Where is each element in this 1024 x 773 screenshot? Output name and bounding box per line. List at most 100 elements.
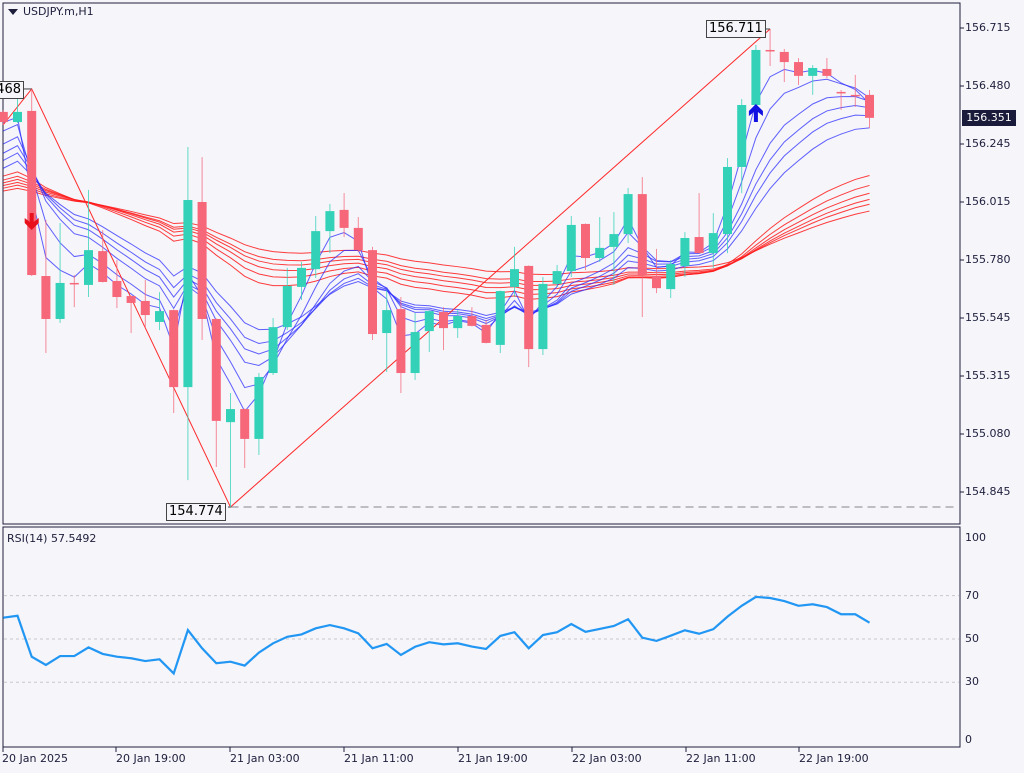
time-label: 20 Jan 2025	[2, 752, 68, 765]
bullish-candle-body	[623, 194, 633, 235]
bullish-candle-body	[155, 311, 164, 322]
zigzag-label-high: 156.711	[706, 20, 766, 38]
bearish-candle-body	[368, 250, 377, 335]
price-tick: 156.480	[965, 79, 1011, 92]
time-label: 20 Jan 19:00	[116, 752, 186, 765]
dropdown-triangle-icon	[8, 8, 18, 15]
ema-slow-line	[3, 184, 870, 283]
bullish-candle-body	[254, 376, 264, 439]
bullish-candle-body	[566, 224, 576, 272]
ema-fast-line	[3, 96, 870, 367]
bearish-candle-body	[126, 296, 136, 303]
bullish-candle-body	[751, 49, 761, 106]
bearish-candle-body	[197, 201, 207, 319]
main-pane-frame	[2, 2, 961, 525]
bearish-candle-body	[694, 237, 704, 254]
bearish-candle-body	[0, 111, 8, 123]
bullish-candle-body	[595, 247, 605, 259]
zigzag-label-left-high: 156.468	[0, 81, 24, 99]
bearish-candle-body	[240, 409, 250, 439]
bullish-candle-body	[737, 105, 747, 167]
bullish-candle-body	[382, 310, 392, 334]
bearish-candle-body	[794, 62, 803, 76]
bullish-candle-body	[311, 231, 321, 270]
bullish-candle-body	[723, 166, 732, 235]
ema-fast-line	[3, 105, 870, 355]
bullish-candle-body	[538, 283, 548, 350]
time-label: 22 Jan 03:00	[572, 752, 642, 765]
sell-arrow-icon	[24, 213, 39, 230]
bullish-candle-body	[325, 211, 335, 232]
bullish-candle-body	[268, 327, 278, 374]
time-label: 21 Jan 03:00	[230, 752, 300, 765]
ema-fast-line	[3, 127, 870, 331]
bearish-candle-body	[211, 318, 221, 421]
symbol-menu[interactable]: USDJPY.m,H1	[8, 5, 94, 18]
price-tick: 156.715	[965, 21, 1011, 34]
bearish-candle-body	[467, 316, 477, 326]
bearish-candle-body	[581, 223, 590, 259]
bullish-candle-body	[609, 234, 619, 247]
ema-slow-line	[3, 181, 870, 286]
bullish-candle-body	[424, 311, 434, 332]
bearish-candle-body	[865, 94, 874, 118]
bullish-candle-body	[297, 267, 306, 287]
price-tick: 154.845	[965, 485, 1011, 498]
price-tick: 155.080	[965, 427, 1011, 440]
bullish-candle-body	[13, 111, 22, 123]
bullish-candle-body	[666, 263, 676, 290]
price-tick: 156.245	[965, 137, 1011, 150]
bearish-candle-body	[481, 324, 491, 343]
bullish-candle-body	[183, 200, 193, 388]
bearish-candle-body	[339, 209, 349, 228]
bearish-candle-body	[779, 51, 789, 63]
ema-slow-line	[3, 175, 870, 295]
ema-slow-line	[3, 178, 870, 291]
rsi-tick: 30	[965, 675, 979, 688]
bearish-candle-body	[524, 265, 534, 350]
bullish-candle-body	[708, 233, 718, 254]
rsi-tick: 100	[965, 531, 986, 544]
time-label: 21 Jan 11:00	[344, 752, 414, 765]
bullish-candle-body	[84, 250, 93, 285]
bullish-candle-body	[510, 269, 519, 287]
bearish-candle-body	[41, 276, 51, 319]
bearish-candle-body	[353, 227, 363, 251]
bearish-candle-body	[439, 312, 448, 329]
zigzag-line	[2, 28, 771, 508]
zigzag-label-low: 154.774	[166, 503, 226, 521]
bullish-candle-body	[55, 282, 65, 319]
rsi-pane-frame	[2, 526, 961, 748]
bearish-candle-body	[396, 309, 406, 374]
bearish-candle-body	[69, 282, 79, 285]
bullish-candle-body	[680, 238, 690, 266]
rsi-tick: 70	[965, 589, 979, 602]
ema-fast-line	[3, 114, 870, 344]
bullish-candle-body	[453, 316, 463, 329]
bearish-candle-body	[652, 276, 661, 289]
buy-arrow-icon	[748, 104, 763, 122]
bullish-candle-body	[410, 332, 420, 374]
time-label: 22 Jan 19:00	[799, 752, 869, 765]
bullish-candle-body	[282, 285, 292, 328]
time-label: 21 Jan 19:00	[458, 752, 528, 765]
rsi-tick: 0	[965, 733, 972, 746]
symbol-title: USDJPY.m,H1	[23, 5, 94, 18]
current-price-label: 156.351	[962, 110, 1016, 126]
time-label: 22 Jan 11:00	[686, 752, 756, 765]
price-tick: 156.015	[965, 195, 1011, 208]
bullish-candle-body	[552, 271, 562, 284]
bullish-candle-body	[495, 291, 505, 345]
bullish-candle-body	[226, 409, 235, 423]
zigzag-label-left-clip: 156.468	[0, 81, 24, 99]
bearish-candle-body	[637, 194, 647, 276]
bullish-candle-body	[808, 67, 818, 76]
price-tick: 155.545	[965, 311, 1011, 324]
bearish-candle-body	[822, 68, 832, 76]
ema-slow-line	[3, 187, 870, 275]
ema-slow-line	[3, 171, 870, 300]
bearish-candle-body	[98, 251, 108, 282]
bearish-candle-body	[836, 91, 846, 94]
price-tick: 155.315	[965, 369, 1011, 382]
